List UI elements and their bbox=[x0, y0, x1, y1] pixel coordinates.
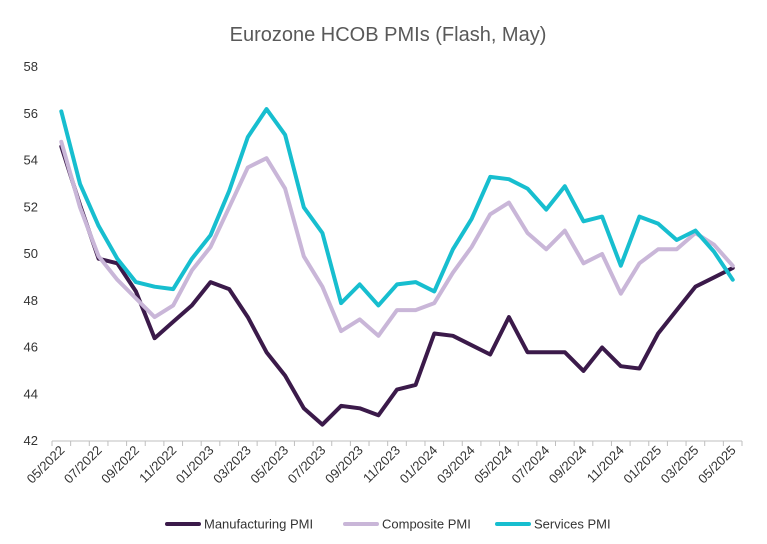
x-tick-label: 05/2022 bbox=[24, 443, 68, 487]
y-tick-label: 42 bbox=[24, 433, 38, 448]
y-tick-label: 48 bbox=[24, 293, 38, 308]
x-tick-label: 11/2023 bbox=[360, 443, 403, 486]
series-line-1 bbox=[59, 144, 735, 427]
legend: Manufacturing PMI Composite PMI Services P… bbox=[165, 517, 611, 532]
x-tick-label: 05/2024 bbox=[471, 443, 515, 487]
x-tick-label: 05/2025 bbox=[695, 443, 739, 487]
legend-label: Composite PMI bbox=[382, 517, 471, 532]
legend-label: Services PMI bbox=[534, 517, 611, 532]
x-tick-label: 01/2024 bbox=[397, 443, 441, 487]
chart-title: Eurozone HCOB PMIs (Flash, May) bbox=[230, 24, 547, 46]
y-tick-label: 46 bbox=[24, 340, 38, 355]
x-tick-label: 11/2024 bbox=[584, 443, 627, 486]
series-line-2 bbox=[59, 139, 735, 338]
y-tick-label: 58 bbox=[24, 59, 38, 74]
x-tick-label: 07/2022 bbox=[61, 443, 105, 487]
series-line-3 bbox=[59, 107, 735, 308]
y-tick-label: 50 bbox=[24, 246, 38, 261]
x-tick-label: 01/2023 bbox=[173, 443, 217, 487]
x-tick-label: 01/2025 bbox=[620, 443, 664, 487]
x-tick-label: 03/2024 bbox=[434, 443, 478, 487]
x-tick-label: 09/2023 bbox=[322, 443, 366, 487]
x-tick-label: 07/2024 bbox=[508, 443, 552, 487]
legend-label: Manufacturing PMI bbox=[204, 517, 313, 532]
y-tick-label: 56 bbox=[24, 106, 38, 121]
y-tick-label: 52 bbox=[24, 199, 38, 214]
y-tick-label: 54 bbox=[24, 153, 38, 168]
x-tick-label: 09/2022 bbox=[98, 443, 142, 487]
x-tick-label: 11/2022 bbox=[136, 443, 179, 486]
x-tick-label: 03/2023 bbox=[210, 443, 254, 487]
x-tick-label: 05/2023 bbox=[247, 443, 291, 487]
y-tick-label: 44 bbox=[24, 386, 38, 401]
series-layer bbox=[59, 107, 735, 427]
x-tick-label: 03/2025 bbox=[658, 443, 702, 487]
x-tick-label: 09/2024 bbox=[546, 443, 590, 487]
x-tick-label: 07/2023 bbox=[285, 443, 329, 487]
